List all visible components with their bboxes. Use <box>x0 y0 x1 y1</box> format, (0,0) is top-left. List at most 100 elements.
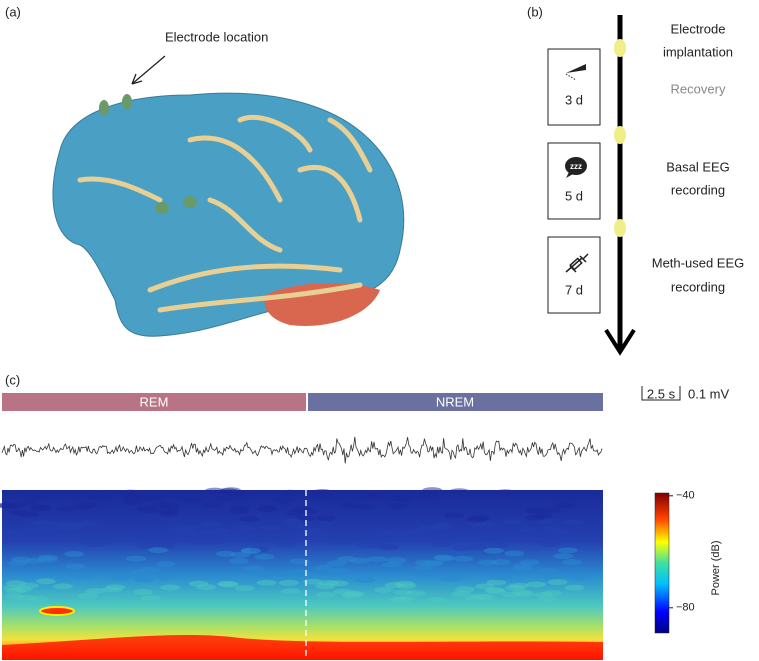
spectro-blob <box>444 512 465 519</box>
spectro-blob <box>256 579 277 586</box>
spectro-blob <box>16 594 37 601</box>
spectro-blob <box>494 489 515 496</box>
stage-label: Basal EEG <box>666 159 730 174</box>
spectro-blob <box>501 591 522 598</box>
brain <box>52 92 405 337</box>
spectro-blob <box>553 553 574 560</box>
spectro-blob <box>139 507 160 514</box>
spectro-blob <box>18 527 39 534</box>
spectro-blob <box>517 527 538 534</box>
spectro-blob <box>554 502 575 509</box>
state-label: NREM <box>436 394 474 409</box>
spectro-blob <box>326 560 347 567</box>
spectro-blob <box>135 543 156 549</box>
spectro-blob <box>571 574 592 581</box>
spectro-blob <box>73 573 93 580</box>
spectro-blob <box>11 556 32 563</box>
panel-label: (c) <box>5 372 20 387</box>
spectro-blob <box>417 572 437 579</box>
spectro-blob <box>343 591 363 597</box>
spectro-blob <box>56 506 77 512</box>
spectro-blob <box>432 541 453 548</box>
spectro-blob <box>282 518 302 525</box>
spectro-blob <box>202 502 223 509</box>
spectro-blob <box>0 502 18 509</box>
spectro-blob <box>77 592 98 599</box>
spectro-blob <box>538 567 559 574</box>
arrow <box>131 55 166 85</box>
spectro-blob <box>504 550 525 557</box>
spectro-blob <box>141 595 162 602</box>
spectro-blob <box>110 574 131 581</box>
spectro-blob <box>157 508 178 514</box>
spectro-blob <box>386 557 407 564</box>
rem-bar <box>2 393 306 411</box>
spectro-blob <box>278 579 299 586</box>
stage-label: Electrode <box>671 21 726 36</box>
spectro-blob <box>526 581 546 588</box>
spectro-blob <box>121 497 142 504</box>
spectro-blob <box>422 487 443 494</box>
scale-bar <box>641 386 681 401</box>
duration: 3 d <box>565 92 583 107</box>
spectro-blob <box>466 516 487 523</box>
spectro-blob <box>492 534 513 541</box>
spectro-blob <box>405 590 426 597</box>
spectro-blob <box>280 489 300 496</box>
spectro-blob <box>313 564 334 571</box>
spectro-blob <box>312 489 333 495</box>
eeg-trace <box>1 436 603 464</box>
spectro-blob <box>188 580 209 587</box>
spectro-blob <box>31 520 52 526</box>
spectro-blob <box>168 492 189 499</box>
spectro-blob <box>213 496 233 502</box>
spectro-blob <box>367 556 388 563</box>
spectro-blob <box>572 534 592 541</box>
spectro-blob <box>128 571 149 578</box>
scale-time: 2.5 s <box>647 386 676 401</box>
spectro-blob <box>433 522 454 529</box>
spectro-blob <box>303 578 324 585</box>
spectro-blob <box>540 507 561 514</box>
spectro-blob <box>251 570 272 577</box>
spectro-blob <box>541 526 562 533</box>
stage-label: recording <box>671 182 725 197</box>
spectro-blob <box>181 530 202 537</box>
stage-boxes <box>547 48 601 314</box>
duration: 7 d <box>565 282 583 297</box>
spectro-blob <box>287 523 308 530</box>
spectro-blob <box>378 530 399 537</box>
spectro-blob <box>542 590 563 597</box>
spectro-blob <box>331 539 352 546</box>
spectro-blob <box>233 525 254 531</box>
spectro-blob <box>239 516 260 522</box>
spectro-blob <box>417 525 438 532</box>
spectro-blob <box>396 583 417 590</box>
spectro-blob <box>439 576 460 582</box>
spectro-blob <box>221 487 242 494</box>
spectro-blob <box>475 594 496 601</box>
spectro-blob <box>315 515 336 522</box>
spectro-blob <box>35 578 56 585</box>
spectro-blob <box>216 580 237 587</box>
spectro-blob <box>77 502 98 509</box>
spectro-blob <box>563 519 584 526</box>
spectro-blob <box>355 503 376 510</box>
spectrogram <box>0 487 603 660</box>
spectro-blob <box>53 583 73 590</box>
spectro-blob <box>564 584 585 591</box>
spectro-blob <box>349 557 370 564</box>
spectro-blob <box>289 558 310 565</box>
spectro-blob <box>339 502 360 509</box>
spectro-blob <box>486 579 507 586</box>
spectro-blob <box>532 513 553 520</box>
spectro-blob <box>254 553 275 560</box>
spectro-blob <box>557 547 578 554</box>
spectro-blob <box>297 508 318 515</box>
spectro-blob <box>455 586 475 593</box>
spectro-blob <box>423 560 444 567</box>
spectro-blob <box>433 554 454 561</box>
nrem-bar <box>308 393 603 411</box>
spectro-blob <box>387 596 408 603</box>
colorbar <box>654 492 670 634</box>
